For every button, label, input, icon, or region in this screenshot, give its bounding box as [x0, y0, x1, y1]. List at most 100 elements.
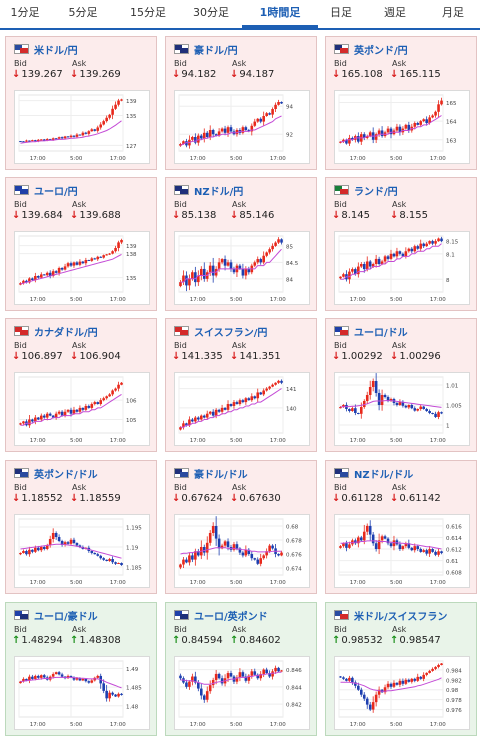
- currency-card[interactable]: 英ポンド/ドル Bid Ask ↓1.18552 ↓1.18559 1.185 1.19 1.…: [5, 460, 157, 594]
- price-chart[interactable]: 1 1.005 1.01 17:00 5:00 17:00: [334, 372, 470, 446]
- candle-body: [339, 407, 342, 409]
- price-chart[interactable]: 0.842 0.844 0.846 17:00 5:00 17:00: [174, 656, 310, 730]
- candle-body: [395, 403, 399, 405]
- candle-body: [60, 541, 64, 545]
- price-chart[interactable]: 105 106 17:00 5:00 17:00: [14, 372, 150, 446]
- candle-body: [413, 123, 417, 127]
- currency-card[interactable]: 英ポンド/円 Bid Ask ↓165.108 ↓165.115 163 164 165 17:…: [325, 36, 477, 170]
- candle-body: [404, 124, 408, 129]
- candle-body: [57, 137, 61, 139]
- price-chart[interactable]: 84 84.5 85 17:00 5:00 17:00: [174, 231, 310, 305]
- x-tick-label: 17:00: [110, 156, 126, 162]
- currency-pair-link[interactable]: ランド/円: [354, 187, 398, 198]
- price-chart[interactable]: 0.608 0.61 0.612 0.614 0.616 17:00 5:00 17:00: [334, 514, 470, 588]
- price-chart[interactable]: 163 164 165 17:00 5:00 17:00: [334, 90, 470, 164]
- currency-card[interactable]: スイスフラン/円 Bid Ask ↓141.335 ↓141.351 140 141 17:0…: [165, 318, 317, 452]
- currency-pair-link[interactable]: NZドル/ドル: [354, 470, 414, 481]
- currency-pair-link[interactable]: ユーロ/英ポンド: [194, 612, 268, 623]
- currency-pair-link[interactable]: NZドル/円: [194, 187, 244, 198]
- ask-value: ↓139.269: [70, 69, 121, 80]
- tab-1min[interactable]: 1分足: [10, 6, 40, 19]
- tab-monthly[interactable]: 月足: [442, 6, 464, 19]
- currency-pair-link[interactable]: ユーロ/豪ドル: [34, 612, 98, 623]
- candle-body: [345, 678, 348, 681]
- currency-card[interactable]: NZドル/円 Bid Ask ↓85.138 ↓85.146 84 84.5 85 17:00 5…: [165, 177, 317, 311]
- ask-price: 139.269: [79, 69, 121, 80]
- candle-body: [39, 547, 43, 551]
- candle-body: [386, 128, 390, 133]
- currency-pair-link[interactable]: カナダドル/円: [34, 328, 98, 339]
- currency-card[interactable]: 米ドル/スイスフラン Bid Ask ↑0.98532 ↑0.98547 0.976 0.9…: [325, 602, 477, 736]
- bid-price: 0.61128: [341, 493, 383, 504]
- candle-body: [238, 400, 242, 405]
- candle-body: [256, 674, 260, 679]
- ask-label: Ask: [72, 200, 87, 209]
- candle-body: [262, 390, 265, 395]
- price-chart[interactable]: 8 8.1 8.15 17:00 5:00 17:00: [334, 231, 470, 305]
- currency-card[interactable]: 米ドル/円 Bid Ask ↓139.267 ↓139.269 127 135 139 17:0…: [5, 36, 157, 170]
- y-tick-label: 0.616: [446, 524, 462, 530]
- currency-card[interactable]: ユーロ/豪ドル Bid Ask ↑1.48294 ↑1.48308 1.48 1.485 1.…: [5, 602, 157, 736]
- price-chart[interactable]: 1.48 1.485 1.49 17:00 5:00 17:00: [14, 656, 150, 730]
- candle-body: [199, 415, 203, 420]
- currency-card[interactable]: ランド/円 Bid Ask ↓8.145 ↓8.155 8 8.1 8.15 17:00 5:00…: [325, 177, 477, 311]
- candle-body: [108, 559, 111, 561]
- candle-body: [339, 676, 342, 678]
- currency-pair-link[interactable]: 米ドル/スイスフラン: [354, 612, 448, 623]
- tab-15min[interactable]: 15分足: [130, 6, 166, 19]
- trend-arrow-icon: ↓: [332, 351, 341, 362]
- ask-label: Ask: [72, 625, 87, 634]
- candle-body: [226, 673, 230, 679]
- candle-body: [280, 380, 283, 383]
- bid-price: 1.00292: [341, 351, 383, 362]
- candle-body: [102, 558, 105, 560]
- candle-body: [371, 702, 375, 710]
- candle-body: [437, 551, 440, 555]
- price-chart[interactable]: 140 141 17:00 5:00 17:00: [174, 372, 310, 446]
- currency-pair-link[interactable]: 英ポンド/円: [354, 46, 408, 57]
- ask-price: 94.187: [239, 69, 275, 80]
- candle-body: [235, 677, 239, 682]
- currency-card[interactable]: 豪ドル/ドル Bid Ask ↓0.67624 ↓0.67630 0.674 0.676 0.…: [165, 460, 317, 594]
- currency-card[interactable]: NZドル/ドル Bid Ask ↓0.61128 ↓0.61142 0.608 0.61 0.…: [325, 460, 477, 594]
- candle-body: [265, 388, 268, 391]
- candle-body: [374, 381, 378, 393]
- price-chart[interactable]: 1.185 1.19 1.195 17:00 5:00 17:00: [14, 514, 150, 588]
- currency-pair-link[interactable]: 米ドル/円: [34, 46, 78, 57]
- currency-card[interactable]: 豪ドル/円 Bid Ask ↓94.182 ↓94.187 92 94 17:00 5:00 17…: [165, 36, 317, 170]
- bid-price: 0.67624: [181, 493, 223, 504]
- y-tick-label: 0.984: [446, 668, 462, 674]
- candle-body: [419, 121, 423, 125]
- candle-body: [179, 282, 182, 287]
- currency-pair-link[interactable]: 豪ドル/ドル: [194, 470, 248, 481]
- tab-30min[interactable]: 30分足: [193, 6, 229, 19]
- candle-body: [194, 417, 197, 422]
- candle-body: [217, 131, 221, 136]
- currency-pair-link[interactable]: ユーロ/円: [34, 187, 78, 198]
- x-tick-label: 5:00: [230, 722, 243, 728]
- currency-card[interactable]: ユーロ/円 Bid Ask ↓139.684 ↓139.688 135 138 139 17:0…: [5, 177, 157, 311]
- flag-inset: [180, 48, 188, 53]
- price-chart[interactable]: 0.674 0.676 0.678 0.68 17:00 5:00 17:00: [174, 514, 310, 588]
- tab-daily[interactable]: 日足: [330, 6, 352, 19]
- price-chart[interactable]: 127 135 139 17:00 5:00 17:00: [14, 90, 150, 164]
- currency-pair-link[interactable]: スイスフラン/円: [194, 328, 268, 339]
- currency-card[interactable]: カナダドル/円 Bid Ask ↓106.897 ↓106.904 105 106 17:00…: [5, 318, 157, 452]
- tab-5min[interactable]: 5分足: [68, 6, 98, 19]
- price-chart[interactable]: 0.976 0.978 0.98 0.982 0.984 17:00 5:00 17:00: [334, 656, 470, 730]
- price-chart[interactable]: 92 94 17:00 5:00 17:00: [174, 90, 310, 164]
- currency-pair-link[interactable]: 英ポンド/ドル: [34, 470, 98, 481]
- flag-canton: [15, 327, 22, 332]
- price-chart[interactable]: 135 138 139 17:00 5:00 17:00: [14, 231, 150, 305]
- candle-body: [78, 134, 82, 136]
- currency-pair-link[interactable]: 豪ドル/円: [194, 46, 238, 57]
- moving-average-line: [20, 120, 122, 144]
- candle-body: [102, 683, 105, 691]
- candle-body: [211, 411, 215, 416]
- currency-pair-link[interactable]: ユーロ/ドル: [354, 328, 408, 339]
- currency-card[interactable]: ユーロ/英ポンド Bid Ask ↑0.84594 ↑0.84602 0.842 0.844…: [165, 602, 317, 736]
- tab-weekly[interactable]: 週足: [384, 6, 406, 19]
- candle-body: [99, 555, 103, 559]
- currency-card[interactable]: ユーロ/ドル Bid Ask ↓1.00292 ↓1.00296 1 1.005 1.01 17…: [325, 318, 477, 452]
- tab-1hour[interactable]: 1時間足: [242, 0, 318, 28]
